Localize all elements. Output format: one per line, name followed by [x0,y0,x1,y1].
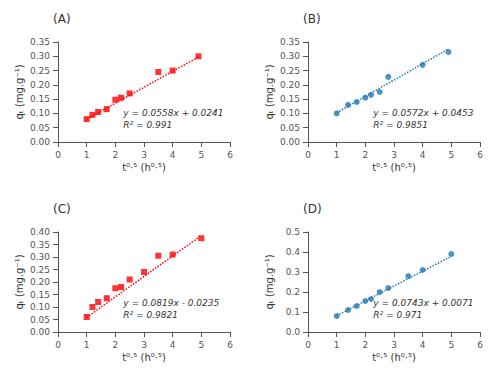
svg-text:R² = 0.9851: R² = 0.9851 [373,120,428,130]
svg-text:1: 1 [84,150,90,160]
svg-text:t⁰·⁵ (h⁰·⁵): t⁰·⁵ (h⁰·⁵) [122,352,166,363]
svg-text:0.2: 0.2 [286,287,300,297]
svg-text:6: 6 [227,150,233,160]
svg-text:0.05: 0.05 [280,123,300,133]
svg-text:2: 2 [362,340,368,350]
svg-text:2: 2 [112,340,118,350]
svg-text:qₜ (mg.g⁻¹): qₜ (mg.g⁻¹) [264,64,275,119]
svg-text:0.15: 0.15 [30,290,50,300]
svg-text:(D): (D) [303,202,322,216]
svg-text:0.30: 0.30 [30,252,50,262]
svg-text:0.20: 0.20 [30,277,50,287]
svg-text:0.25: 0.25 [30,66,50,76]
svg-text:R² = 0.991: R² = 0.991 [123,120,172,130]
svg-text:t⁰·⁵ (h⁰·⁵): t⁰·⁵ (h⁰·⁵) [122,162,166,173]
svg-text:0.35: 0.35 [280,37,300,47]
svg-text:1: 1 [334,340,340,350]
svg-text:5: 5 [448,340,454,350]
svg-text:0.3: 0.3 [286,267,300,277]
svg-text:4: 4 [420,340,426,350]
svg-text:3: 3 [141,150,147,160]
svg-text:0.15: 0.15 [30,94,50,104]
svg-text:0.1: 0.1 [286,307,300,317]
svg-text:0: 0 [55,150,61,160]
svg-text:4: 4 [170,150,176,160]
svg-text:R² = 0.971: R² = 0.971 [373,310,422,320]
svg-text:(C): (C) [53,202,71,216]
svg-text:0.35: 0.35 [30,240,50,250]
svg-text:0.4: 0.4 [286,247,301,257]
svg-text:0.30: 0.30 [30,51,50,61]
svg-text:0: 0 [55,340,61,350]
svg-text:0.05: 0.05 [30,123,50,133]
svg-text:6: 6 [477,150,483,160]
svg-text:0.25: 0.25 [30,265,50,275]
svg-text:3: 3 [141,340,147,350]
svg-text:2: 2 [112,150,118,160]
svg-text:y = 0.0743x + 0.0071: y = 0.0743x + 0.0071 [372,298,473,308]
svg-text:0.10: 0.10 [30,302,50,312]
svg-text:4: 4 [170,340,176,350]
svg-text:5: 5 [198,150,204,160]
svg-text:0.5: 0.5 [286,227,300,237]
svg-text:5: 5 [448,150,454,160]
svg-text:3: 3 [391,150,397,160]
svg-text:0.00: 0.00 [280,137,300,147]
svg-text:qₜ (mg.g⁻¹): qₜ (mg.g⁻¹) [14,64,25,119]
svg-text:qₜ (mg.g⁻¹): qₜ (mg.g⁻¹) [14,254,25,309]
svg-text:2: 2 [362,150,368,160]
svg-text:y = 0.0558x + 0.0241: y = 0.0558x + 0.0241 [122,108,223,118]
svg-text:0.00: 0.00 [30,327,50,337]
svg-text:t⁰·⁵ (h⁰·⁵): t⁰·⁵ (h⁰·⁵) [372,162,416,173]
svg-text:0.00: 0.00 [30,137,50,147]
svg-text:(A): (A) [53,12,71,26]
svg-text:y = 0.0819x - 0.0235: y = 0.0819x - 0.0235 [122,298,219,308]
svg-text:0.05: 0.05 [30,315,50,325]
svg-text:6: 6 [227,340,233,350]
svg-text:0: 0 [305,340,311,350]
svg-text:R² = 0.9821: R² = 0.9821 [123,310,178,320]
svg-text:6: 6 [477,340,483,350]
svg-text:3: 3 [391,340,397,350]
svg-text:4: 4 [420,150,426,160]
svg-text:5: 5 [198,340,204,350]
svg-text:0: 0 [305,150,311,160]
svg-text:0.35: 0.35 [30,37,50,47]
svg-text:0.25: 0.25 [280,66,300,76]
svg-text:(B): (B) [303,12,321,26]
svg-text:0.15: 0.15 [280,94,300,104]
svg-text:0.10: 0.10 [280,108,300,118]
svg-text:0.20: 0.20 [30,80,50,90]
svg-text:qₜ (mg.g⁻¹): qₜ (mg.g⁻¹) [264,254,275,309]
svg-text:y = 0.0572x + 0.0453: y = 0.0572x + 0.0453 [372,108,473,118]
svg-text:0.20: 0.20 [280,80,300,90]
svg-text:t⁰·⁵ (h⁰·⁵): t⁰·⁵ (h⁰·⁵) [372,352,416,363]
svg-text:0.10: 0.10 [30,108,50,118]
svg-text:0.30: 0.30 [280,51,300,61]
svg-text:0.40: 0.40 [30,227,50,237]
svg-text:1: 1 [334,150,340,160]
svg-text:1: 1 [84,340,90,350]
svg-text:0.0: 0.0 [286,327,301,337]
